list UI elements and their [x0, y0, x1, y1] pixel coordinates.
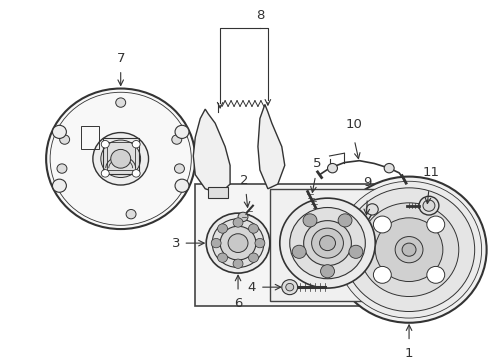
Text: 6: 6	[233, 297, 242, 310]
Circle shape	[174, 164, 184, 173]
Text: 5: 5	[313, 157, 321, 170]
Bar	[208, 187, 227, 198]
Circle shape	[285, 283, 293, 291]
Circle shape	[206, 213, 269, 273]
Circle shape	[336, 181, 481, 318]
Circle shape	[101, 140, 141, 177]
Text: 10: 10	[345, 118, 362, 131]
Circle shape	[57, 164, 67, 173]
Circle shape	[426, 216, 444, 233]
Circle shape	[171, 135, 182, 144]
Text: 2: 2	[239, 174, 248, 187]
Circle shape	[319, 235, 335, 251]
Circle shape	[227, 234, 247, 252]
Circle shape	[60, 135, 69, 144]
Circle shape	[289, 207, 365, 279]
Circle shape	[238, 212, 247, 221]
Circle shape	[217, 253, 227, 262]
Circle shape	[212, 219, 264, 267]
Circle shape	[211, 238, 221, 248]
Circle shape	[348, 245, 362, 258]
Circle shape	[175, 125, 188, 139]
Circle shape	[401, 243, 415, 256]
Circle shape	[343, 188, 474, 311]
Circle shape	[132, 170, 140, 177]
Circle shape	[101, 140, 109, 148]
Circle shape	[254, 238, 264, 248]
Circle shape	[217, 224, 227, 233]
Circle shape	[111, 149, 130, 168]
Circle shape	[331, 177, 486, 323]
Circle shape	[327, 163, 337, 173]
Polygon shape	[193, 109, 230, 193]
Circle shape	[279, 198, 374, 288]
Circle shape	[52, 179, 66, 192]
Text: 8: 8	[255, 9, 264, 22]
Circle shape	[132, 140, 140, 148]
Circle shape	[116, 98, 125, 107]
Bar	[106, 142, 134, 170]
Circle shape	[101, 170, 109, 177]
Circle shape	[426, 266, 444, 283]
Bar	[269, 189, 384, 301]
Circle shape	[311, 228, 343, 258]
Circle shape	[46, 89, 195, 229]
Circle shape	[373, 216, 390, 233]
Circle shape	[374, 218, 442, 282]
Text: 1: 1	[404, 347, 412, 360]
Circle shape	[220, 226, 255, 260]
Circle shape	[384, 163, 393, 173]
Circle shape	[366, 204, 377, 215]
Bar	[102, 138, 138, 174]
Circle shape	[303, 214, 316, 227]
Circle shape	[52, 125, 66, 139]
Circle shape	[281, 280, 297, 294]
Text: 9: 9	[363, 176, 371, 189]
Circle shape	[373, 266, 390, 283]
Circle shape	[320, 265, 334, 278]
Circle shape	[233, 218, 243, 227]
Text: 4: 4	[247, 281, 256, 294]
Circle shape	[303, 221, 351, 266]
Circle shape	[93, 132, 148, 185]
Circle shape	[233, 259, 243, 269]
Circle shape	[248, 224, 258, 233]
Circle shape	[337, 214, 351, 227]
Circle shape	[418, 196, 438, 215]
Circle shape	[175, 179, 188, 192]
Circle shape	[359, 203, 458, 297]
Text: 3: 3	[172, 237, 180, 249]
Bar	[195, 184, 388, 306]
Text: 7: 7	[116, 52, 125, 65]
Circle shape	[292, 245, 305, 258]
Text: 11: 11	[422, 166, 439, 179]
Circle shape	[359, 224, 366, 232]
Polygon shape	[257, 104, 284, 189]
Bar	[81, 126, 99, 149]
Circle shape	[394, 237, 422, 263]
Circle shape	[248, 253, 258, 262]
Circle shape	[422, 200, 434, 211]
Circle shape	[126, 210, 136, 219]
